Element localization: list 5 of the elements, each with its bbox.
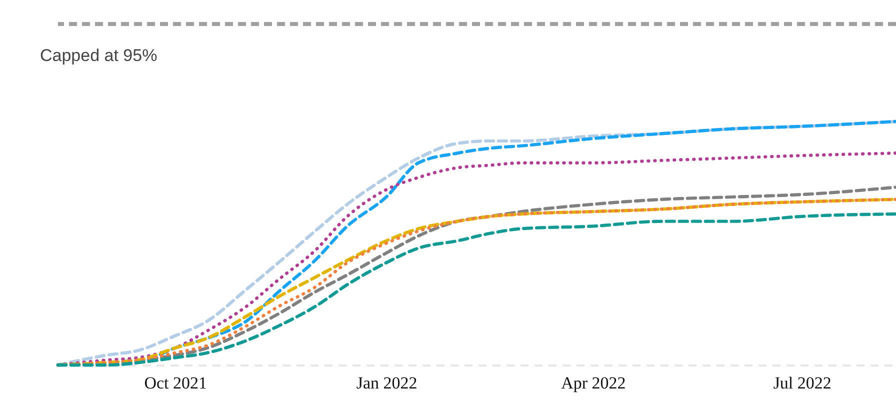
x-tick-label: Jan 2022 [356, 374, 418, 392]
x-tick-label: Apr 2022 [561, 374, 626, 392]
x-tick-label: Jul 2022 [773, 374, 832, 392]
ref-line-label: Capped at 95% [40, 46, 158, 66]
x-tick-label: Oct 2021 [144, 374, 207, 392]
